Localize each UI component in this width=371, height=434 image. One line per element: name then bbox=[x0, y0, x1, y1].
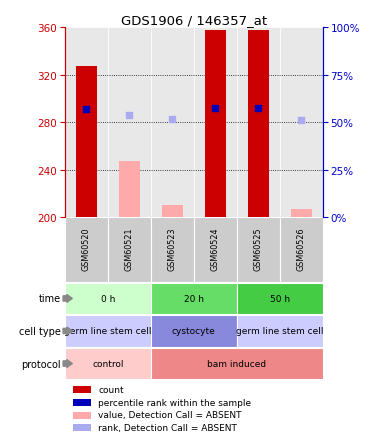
Text: control: control bbox=[92, 359, 124, 368]
Text: germ line stem cell: germ line stem cell bbox=[64, 327, 152, 335]
Bar bbox=[108, 28, 151, 217]
Text: value, Detection Call = ABSENT: value, Detection Call = ABSENT bbox=[98, 411, 242, 419]
Bar bbox=[237, 28, 280, 217]
Text: GSM60523: GSM60523 bbox=[168, 227, 177, 270]
Bar bbox=[151, 217, 194, 283]
Text: time: time bbox=[39, 294, 61, 304]
Text: 0 h: 0 h bbox=[101, 294, 115, 303]
Bar bbox=[151, 283, 237, 314]
Point bbox=[170, 116, 175, 123]
Bar bbox=[108, 217, 151, 283]
Bar bbox=[151, 28, 194, 217]
Text: cell type: cell type bbox=[19, 326, 61, 336]
Bar bbox=[65, 28, 108, 217]
Text: 50 h: 50 h bbox=[270, 294, 290, 303]
Bar bbox=[237, 283, 323, 314]
Bar bbox=[73, 399, 91, 406]
Bar bbox=[237, 217, 280, 283]
Text: protocol: protocol bbox=[22, 358, 61, 368]
Bar bbox=[65, 348, 151, 379]
Text: GSM60525: GSM60525 bbox=[254, 227, 263, 270]
Bar bbox=[280, 28, 323, 217]
Bar bbox=[119, 162, 140, 217]
Bar bbox=[247, 30, 269, 217]
Text: percentile rank within the sample: percentile rank within the sample bbox=[98, 398, 252, 407]
Text: 20 h: 20 h bbox=[184, 294, 204, 303]
Point bbox=[83, 106, 89, 113]
Title: GDS1906 / 146357_at: GDS1906 / 146357_at bbox=[121, 14, 267, 27]
Bar bbox=[290, 209, 312, 217]
Bar bbox=[237, 316, 323, 347]
Bar bbox=[73, 424, 91, 431]
Point bbox=[255, 105, 261, 112]
Bar bbox=[162, 206, 183, 217]
Text: bam induced: bam induced bbox=[207, 359, 266, 368]
Bar bbox=[73, 411, 91, 419]
Bar bbox=[65, 283, 151, 314]
Point bbox=[298, 117, 304, 124]
Text: rank, Detection Call = ABSENT: rank, Detection Call = ABSENT bbox=[98, 423, 237, 432]
Bar bbox=[65, 316, 151, 347]
Text: GSM60521: GSM60521 bbox=[125, 227, 134, 270]
Text: GSM60524: GSM60524 bbox=[211, 227, 220, 270]
Text: GSM60526: GSM60526 bbox=[297, 227, 306, 270]
Text: germ line stem cell: germ line stem cell bbox=[236, 327, 324, 335]
Text: count: count bbox=[98, 385, 124, 394]
Text: GSM60520: GSM60520 bbox=[82, 227, 91, 270]
Bar bbox=[280, 217, 323, 283]
Bar bbox=[204, 30, 226, 217]
Bar bbox=[65, 217, 108, 283]
Bar bbox=[194, 217, 237, 283]
Bar bbox=[194, 28, 237, 217]
Bar bbox=[151, 348, 323, 379]
Point bbox=[127, 112, 132, 119]
Point bbox=[212, 105, 218, 112]
Text: cystocyte: cystocyte bbox=[172, 327, 216, 335]
Bar bbox=[73, 386, 91, 393]
Bar bbox=[151, 316, 237, 347]
Bar bbox=[76, 67, 97, 217]
